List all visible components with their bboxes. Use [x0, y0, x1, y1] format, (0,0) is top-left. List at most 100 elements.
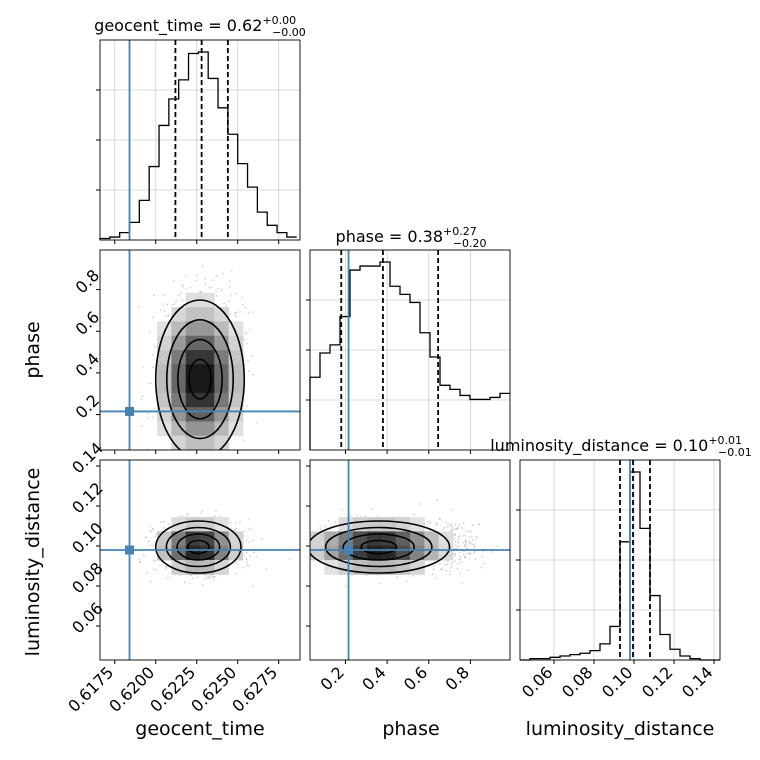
sample-point: [459, 555, 462, 558]
sample-point: [458, 535, 460, 538]
sample-point: [356, 514, 359, 517]
sample-point: [364, 515, 366, 518]
y-tick-label-phase: 0.6: [72, 307, 103, 338]
density-panel-geocent_time-phase: [100, 250, 300, 450]
sample-point: [242, 439, 245, 442]
y-tick-label-phase: 0.2: [72, 391, 103, 422]
sample-point: [446, 525, 449, 528]
sample-point: [199, 291, 201, 293]
contour-level-3: [166, 318, 234, 440]
sample-point: [452, 528, 455, 531]
sample-point: [146, 412, 149, 415]
sample-point: [215, 275, 218, 278]
sample-point: [247, 518, 250, 521]
sample-point: [468, 557, 471, 560]
density-bin: [157, 378, 172, 394]
density-bin: [228, 364, 244, 380]
y-tick-label-luminosity_distance: 0.14: [68, 439, 107, 478]
x-tick-label-luminosity_distance: 0.08: [558, 663, 597, 702]
title-luminosity-distance: luminosity_distance = 0.10+0.01 −0.01: [490, 434, 752, 459]
sample-point: [449, 529, 452, 531]
sample-point: [188, 582, 191, 585]
sample-point: [464, 539, 467, 541]
sample-point: [195, 279, 198, 282]
sample-point: [256, 421, 259, 424]
sample-point: [432, 568, 435, 571]
sample-point: [235, 521, 237, 524]
sample-point: [248, 564, 251, 567]
x-tick-label-luminosity_distance: 0.14: [678, 663, 717, 702]
sample-point: [443, 526, 446, 529]
sample-point: [190, 574, 192, 577]
sample-point: [212, 575, 215, 578]
sample-point: [196, 274, 198, 277]
sample-point: [230, 293, 233, 296]
x-tick-label-geocent_time: 0.6200: [105, 663, 158, 716]
sample-point: [184, 581, 186, 584]
panel-frame-2-1: [309, 459, 511, 661]
title-phase: phase = 0.38+0.27 −0.20: [336, 225, 487, 250]
sample-point: [235, 292, 238, 295]
sample-point: [454, 544, 457, 547]
y-tick-label-luminosity_distance: 0.10: [68, 519, 107, 558]
density-bin: [200, 407, 215, 422]
sample-point: [149, 580, 152, 583]
density-bin: [228, 378, 244, 394]
sample-point: [244, 306, 247, 309]
sample-point: [212, 576, 215, 579]
sample-point: [473, 545, 475, 547]
sample-point: [472, 543, 475, 546]
histogram-step-phase: [309, 261, 510, 450]
density-bin: [395, 531, 411, 547]
sample-point: [243, 338, 246, 341]
sample-point: [454, 528, 457, 530]
sample-point: [220, 288, 223, 291]
sample-point: [215, 290, 217, 293]
sample-point: [230, 269, 233, 272]
truth-marker: [125, 545, 135, 555]
sample-point: [152, 528, 155, 531]
sample-point: [470, 530, 473, 533]
sample-point: [341, 508, 343, 511]
sample-point: [471, 524, 474, 527]
sample-point: [214, 576, 217, 578]
sample-point: [396, 576, 398, 579]
sample-point: [159, 309, 162, 312]
sample-point: [449, 570, 451, 573]
sample-point: [223, 302, 226, 305]
sample-point: [466, 569, 469, 572]
sample-point: [153, 535, 156, 538]
sample-point: [465, 541, 468, 544]
sample-point: [199, 512, 202, 515]
contour-level-2: [177, 338, 223, 420]
sample-point: [148, 540, 150, 543]
density-bin: [185, 517, 201, 532]
sample-point: [453, 537, 456, 540]
sample-point: [150, 530, 153, 533]
sample-point: [237, 563, 240, 566]
sample-point: [457, 526, 459, 529]
histogram-geocent_time: [99, 40, 300, 240]
sample-point: [217, 287, 219, 290]
histogram-luminosity_distance: [520, 460, 720, 661]
sample-point: [201, 265, 204, 267]
density-bin: [185, 435, 201, 450]
sample-point: [162, 526, 165, 529]
sample-point: [444, 520, 447, 523]
sample-point: [181, 299, 184, 302]
density-bin: [410, 560, 425, 575]
sample-point: [235, 311, 237, 314]
sample-point: [458, 545, 461, 548]
sample-point: [424, 523, 427, 525]
density-bin: [185, 364, 201, 380]
sample-point: [426, 521, 429, 523]
sample-point: [208, 286, 210, 289]
sample-point: [251, 373, 254, 376]
sample-point: [207, 576, 210, 579]
sample-point: [436, 499, 439, 502]
sample-point: [167, 314, 170, 317]
sample-point: [457, 537, 460, 540]
density-bin: [438, 545, 454, 561]
sample-point: [435, 577, 438, 579]
sample-point: [438, 517, 441, 520]
